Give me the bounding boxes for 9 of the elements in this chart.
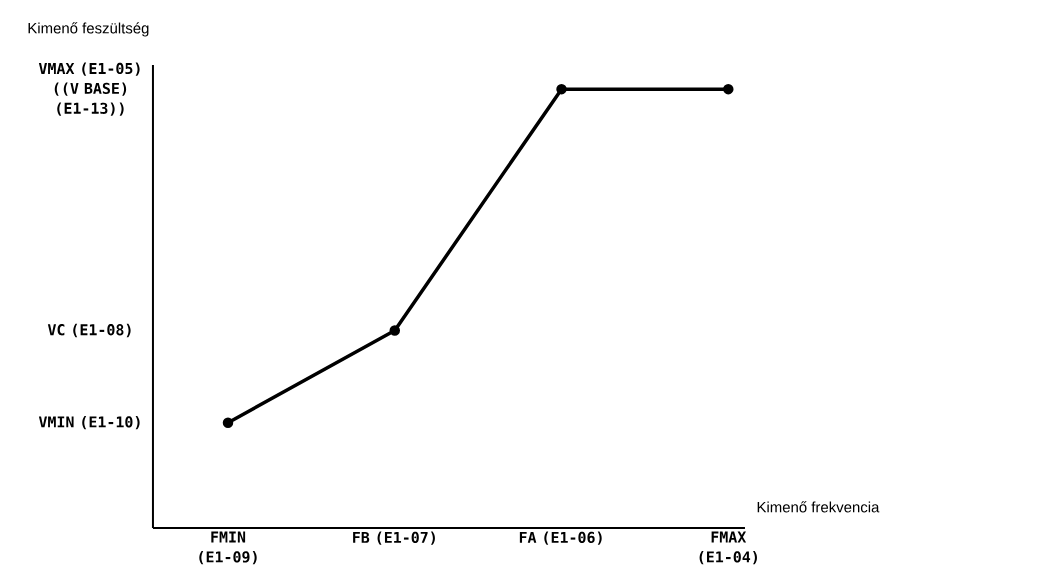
y-axis-title: Kimenő feszültség (28, 22, 149, 37)
text: VC (E1-08) (47, 323, 131, 338)
x-axis-title: Kimenő frekvencia (757, 501, 880, 513)
x-tick-label: FMIN (E1-09) (199, 531, 257, 565)
text: VMIN (E1-10) (38, 416, 140, 430)
text: VMAX (E1-05) ((V BASE) (E1-13)) (38, 62, 140, 116)
x-tick-label: FB (E1-07) (353, 531, 435, 545)
x-tick-label: FMAX (E1-04) (699, 531, 757, 565)
x-tick-label: FA (E1-06) (519, 531, 602, 545)
